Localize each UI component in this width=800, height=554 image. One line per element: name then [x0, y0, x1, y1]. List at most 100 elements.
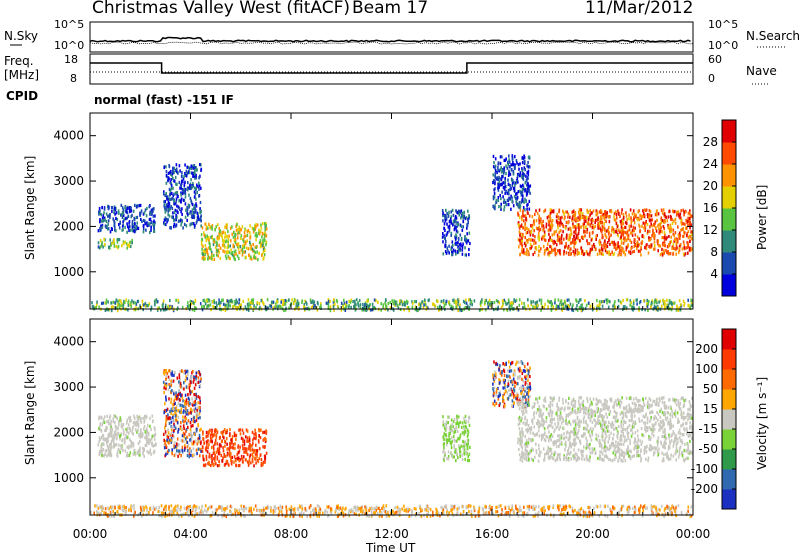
- scatter-cell: [93, 511, 95, 515]
- scatter-cell: [175, 411, 177, 415]
- scatter-cell: [168, 421, 171, 425]
- scatter-cell: [501, 190, 503, 194]
- scatter-cell: [131, 238, 133, 243]
- scatter-cell: [178, 380, 180, 384]
- scatter-cell: [382, 305, 384, 310]
- scatter-cell: [354, 508, 357, 512]
- scatter-cell: [636, 247, 638, 251]
- scatter-cell: [528, 214, 531, 218]
- scatter-cell: [348, 303, 350, 308]
- scatter-cell: [614, 300, 616, 304]
- scatter-cell: [348, 514, 351, 518]
- scatter-cell: [607, 215, 610, 219]
- scatter-cell: [144, 304, 147, 308]
- scatter-cell: [526, 207, 528, 211]
- scatter-cell: [131, 213, 133, 217]
- scatter-cell: [594, 220, 596, 225]
- scatter-cell: [230, 441, 233, 445]
- scatter-cell: [208, 443, 210, 447]
- scatter-cell: [577, 514, 579, 518]
- scatter-cell: [223, 428, 226, 432]
- scatter-cell: [114, 443, 117, 447]
- scatter-cell: [103, 454, 105, 458]
- scatter-cell: [245, 241, 247, 245]
- scatter-cell: [659, 222, 662, 226]
- scatter-cell: [193, 174, 196, 178]
- scatter-cell: [663, 231, 666, 235]
- scatter-cell: [198, 184, 201, 188]
- freq-tick-bottom: 8: [70, 72, 77, 85]
- scatter-cell: [687, 303, 689, 307]
- scatter-cell: [233, 434, 236, 438]
- scatter-cell: [613, 230, 615, 234]
- scatter-cell: [510, 301, 513, 305]
- scatter-cell: [452, 243, 454, 248]
- scatter-cell: [114, 424, 117, 428]
- scatter-cell: [548, 228, 551, 232]
- scatter-cell: [587, 252, 589, 256]
- scatter-cell: [191, 203, 194, 207]
- scatter-cell: [649, 225, 651, 229]
- scatter-cell: [464, 253, 467, 257]
- scatter-cell: [494, 164, 497, 168]
- scatter-cell: [687, 223, 689, 227]
- scatter-cell: [137, 442, 140, 446]
- scatter-cell: [163, 369, 166, 373]
- scatter-cell: [397, 306, 400, 310]
- scatter-cell: [497, 161, 500, 165]
- scatter-cell: [518, 298, 521, 302]
- scatter-cell: [578, 210, 580, 214]
- scatter-cell: [165, 165, 167, 169]
- scatter-cell: [559, 235, 561, 239]
- scatter-cell: [234, 249, 237, 253]
- scatter-cell: [654, 213, 657, 217]
- scatter-cell: [219, 301, 221, 305]
- scatter-cell: [538, 245, 540, 249]
- scatter-cell: [500, 197, 502, 201]
- scatter-cell: [315, 509, 318, 513]
- scatter-cell: [257, 460, 260, 464]
- scatter-cell: [113, 242, 115, 246]
- scatter-cell: [250, 444, 253, 448]
- scatter-cell: [599, 250, 602, 254]
- scatter-cell: [209, 225, 211, 229]
- scatter-cell: [448, 251, 450, 255]
- scatter-cell: [500, 170, 503, 174]
- scatter-cell: [282, 299, 285, 303]
- scatter-cell: [163, 222, 166, 226]
- scatter-cell: [102, 453, 104, 457]
- scatter-cell: [469, 298, 471, 302]
- scatter-cell: [514, 163, 516, 167]
- scatter-cell: [661, 247, 663, 251]
- scatter-cell: [411, 305, 414, 309]
- scatter-cell: [232, 235, 235, 239]
- scatter-cell: [183, 222, 186, 226]
- scatter-cell: [622, 241, 625, 245]
- scatter-cell: [226, 223, 228, 227]
- scatter-cell: [265, 243, 267, 247]
- scatter-cell: [251, 301, 253, 305]
- scatter-cell: [129, 429, 132, 433]
- scatter-cell: [445, 208, 447, 212]
- scatter-cell: [682, 222, 684, 226]
- scatter-cell: [192, 380, 195, 384]
- scatter-cell: [190, 390, 192, 394]
- scatter-cell: [215, 250, 218, 254]
- scatter-cell: [209, 303, 212, 307]
- scatter-cell: [538, 298, 541, 302]
- scatter-cell: [598, 221, 601, 225]
- scatter-cell: [192, 171, 195, 175]
- scatter-cell: [605, 219, 607, 224]
- scatter-cell: [108, 449, 111, 453]
- scatter-cell: [195, 186, 197, 190]
- scatter-cell: [111, 428, 113, 432]
- scatter-cell: [186, 449, 189, 453]
- scatter-cell: [528, 155, 530, 159]
- scatter-cell: [229, 453, 232, 458]
- scatter-cell: [117, 303, 119, 307]
- scatter-cell: [216, 236, 219, 240]
- scatter-cell: [200, 240, 203, 244]
- scatter-cell: [622, 222, 625, 226]
- nave-tick-bottom: 0: [708, 72, 715, 85]
- scatter-cell: [195, 377, 197, 381]
